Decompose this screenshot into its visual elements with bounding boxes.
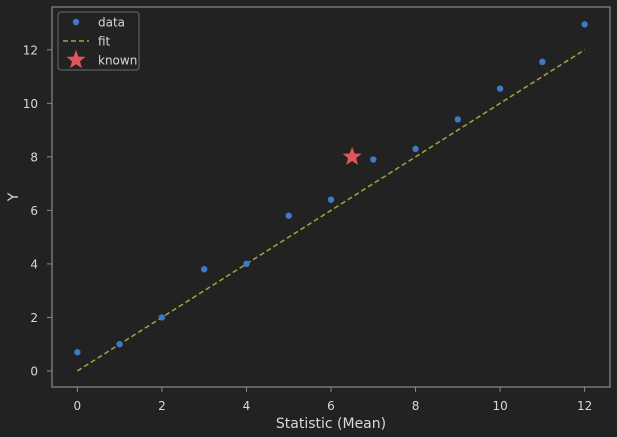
plot-layer [74,21,588,372]
legend-fit-label: fit [98,35,111,49]
legend-known-label: known [98,54,137,68]
legend-data-marker [72,18,80,26]
legend-known-marker [66,50,86,69]
y-tick-label: 12 [23,43,38,57]
data-point [74,349,81,356]
x-tick-label: 2 [158,399,166,413]
y-tick-label: 6 [30,204,38,218]
data-point [327,196,335,203]
y-tick-label: 8 [30,150,38,164]
ticks-layer: 0 2 4 6 8 10 12 0 2 4 6 8 10 12 [23,43,593,413]
legend: data fit known [57,11,140,71]
x-tick-label: 4 [243,399,251,413]
data-point [158,314,166,321]
legend-data-label: data [98,16,125,30]
data-point [412,145,419,153]
data-point [454,116,462,123]
data-point [496,85,504,92]
x-tick-label: 12 [577,399,592,413]
x-tick-label: 6 [327,399,335,413]
data-point [243,260,250,268]
x-tick-label: 10 [492,399,507,413]
data-point [370,156,377,163]
x-tick-label: 8 [412,399,420,413]
x-tick-label: 0 [74,399,82,413]
y-tick-label: 0 [30,364,38,378]
y-axis-label: Y [6,192,22,202]
data-point [116,340,123,348]
data-point [581,21,588,28]
y-tick-label: 10 [23,97,38,111]
legend-box [57,11,140,71]
y-tick-label: 2 [30,311,38,325]
data-point [200,266,208,273]
data-point [539,58,546,66]
y-tick-label: 4 [30,257,38,271]
x-axis-label: Statistic (Mean) [276,416,386,432]
axes-frame [51,6,611,388]
known-point-star [342,146,362,165]
data-point [285,212,292,219]
